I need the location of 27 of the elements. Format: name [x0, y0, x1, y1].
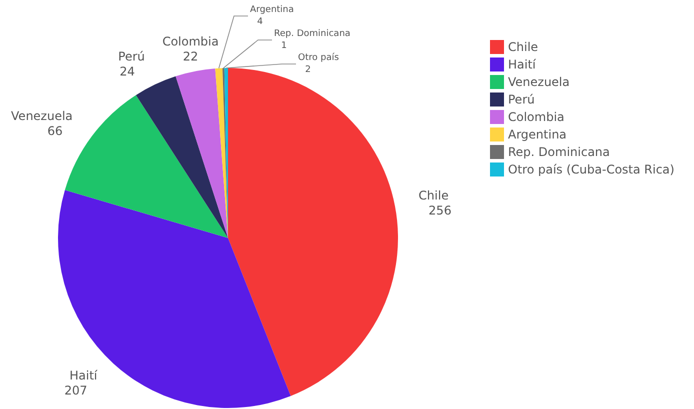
slice-label: Argentina — [250, 5, 294, 15]
data-label: 207 — [64, 383, 88, 398]
data-label: 256 — [428, 204, 452, 218]
legend-label: Rep. Dominicana — [508, 145, 610, 159]
data-label: 2 — [305, 65, 311, 75]
pie-slice — [58, 190, 291, 408]
pie-slice — [176, 68, 228, 238]
data-label: 1 — [281, 41, 287, 51]
data-label: 22 — [182, 50, 198, 64]
legend-label: Colombia — [508, 110, 564, 124]
legend-label: Haití — [508, 58, 536, 72]
slice-label: Colombia — [162, 34, 219, 49]
data-label: 66 — [47, 124, 63, 138]
slice-label: Chile — [418, 188, 449, 203]
pie-slice — [136, 76, 228, 238]
legend-label: Argentina — [508, 128, 567, 142]
legend-label: Venezuela — [508, 75, 570, 89]
legend-label: Chile — [508, 40, 538, 54]
legend-label: Perú — [508, 92, 535, 106]
text: Otro país — [298, 53, 339, 63]
data-label: 24 — [120, 64, 135, 79]
slice-label: Haití — [70, 368, 98, 382]
legend-label: Otro país (Cuba-Costa Rica) — [508, 162, 674, 176]
slice-label: Perú — [118, 50, 145, 64]
slice-label: Venezuela — [11, 108, 73, 123]
data-label: 4 — [257, 17, 264, 27]
slice-label: Rep. Dominicana — [274, 29, 350, 39]
